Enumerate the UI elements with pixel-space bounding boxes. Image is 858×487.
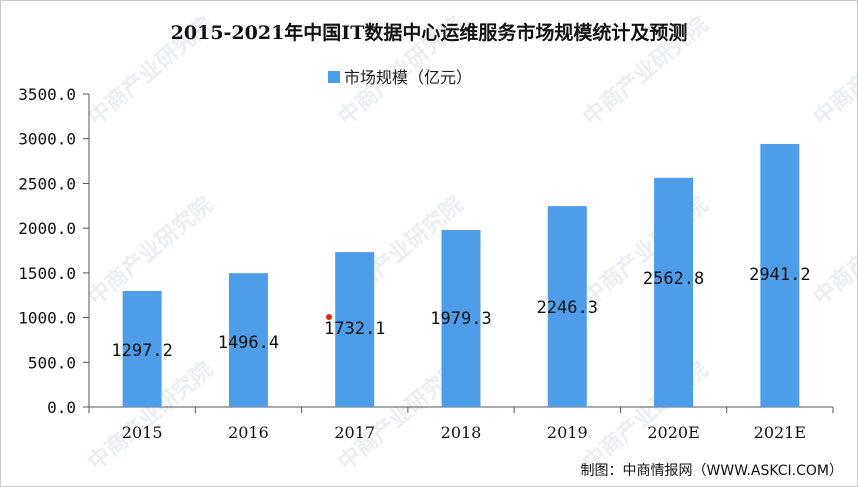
data-label: 2941.2 bbox=[749, 265, 810, 285]
bar bbox=[441, 229, 481, 407]
data-label: 1732.1 bbox=[324, 319, 385, 339]
watermark-text: 中商产业研究院 bbox=[808, 12, 857, 131]
red-dot-marker bbox=[326, 314, 332, 320]
chart-title: 2015-2021年中国IT数据中心运维服务市场规模统计及预测 bbox=[171, 21, 688, 44]
x-tick-label: 2015 bbox=[122, 423, 163, 442]
y-tick-label: 3000.0 bbox=[18, 130, 76, 149]
y-tick-label: 2500.0 bbox=[18, 174, 76, 193]
data-label: 1496.4 bbox=[218, 333, 279, 353]
watermark-text: 中商产业研究院 bbox=[808, 192, 857, 311]
y-tick-label: 3500.0 bbox=[18, 85, 76, 104]
data-labels: 1297.2 1496.4 1732.1 1979.3 2246.3 2562.8 2941… bbox=[111, 265, 810, 361]
x-tick-label: 2016 bbox=[228, 423, 269, 442]
legend-label: 市场规模（亿元） bbox=[344, 68, 472, 87]
y-tick-label: 2000.0 bbox=[18, 219, 76, 238]
x-tick-label: 2019 bbox=[547, 423, 588, 442]
data-label: 2246.3 bbox=[537, 298, 598, 318]
bar bbox=[228, 273, 268, 407]
bar bbox=[654, 177, 694, 407]
x-axis: 2015 2016 2017 2018 2019 2020E 2021E bbox=[88, 406, 834, 442]
y-tick-label: 500.0 bbox=[28, 353, 76, 372]
x-tick-label: 2018 bbox=[441, 423, 482, 442]
data-label: 1297.2 bbox=[111, 341, 172, 361]
legend-swatch bbox=[328, 71, 340, 83]
y-tick-label: 1000.0 bbox=[18, 309, 76, 328]
source-note: 制图：中商情报网（WWW.ASKCI.COM） bbox=[581, 463, 843, 479]
y-tick-label: 0.0 bbox=[47, 398, 76, 417]
x-tick-label: 2020E bbox=[647, 423, 699, 442]
bar bbox=[547, 206, 587, 407]
y-axis: 3500.0 3000.0 2500.0 2000.0 1500.0 1000.0 500.… bbox=[18, 85, 90, 417]
bar bbox=[335, 252, 375, 407]
legend: 市场规模（亿元） bbox=[328, 68, 472, 87]
x-tick-label: 2017 bbox=[334, 423, 375, 442]
data-label: 1979.3 bbox=[430, 309, 491, 329]
bar bbox=[760, 143, 800, 407]
y-tick-label: 1500.0 bbox=[18, 264, 76, 283]
bar-series bbox=[122, 143, 800, 407]
x-tick-label: 2021E bbox=[754, 423, 806, 442]
data-label: 2562.8 bbox=[643, 269, 704, 289]
bar bbox=[122, 290, 162, 407]
